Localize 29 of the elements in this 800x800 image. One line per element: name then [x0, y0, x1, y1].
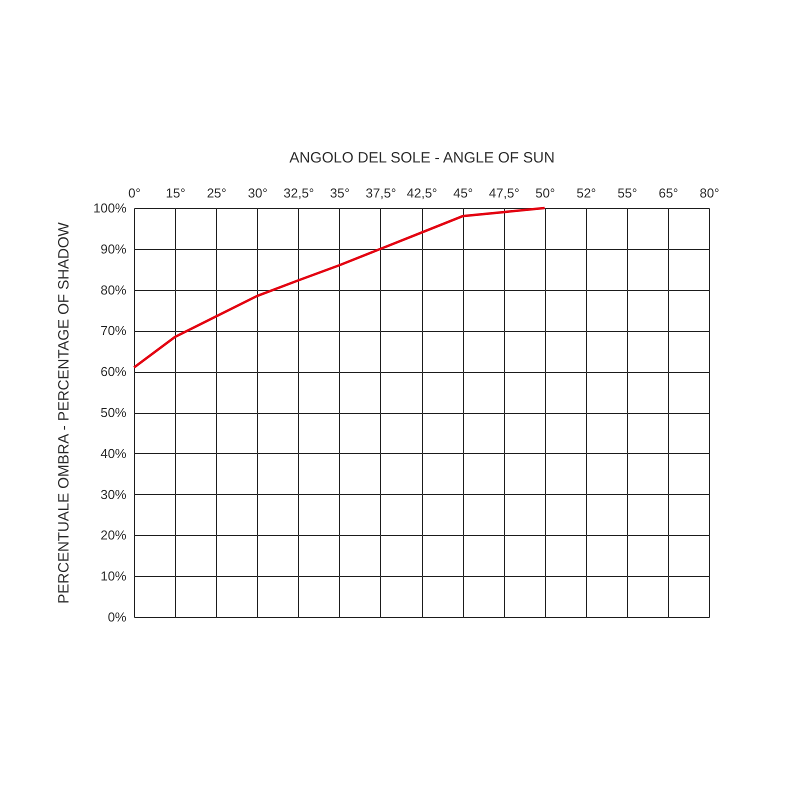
x-tick-label: 47,5° [488, 186, 520, 200]
y-tick-label: 30% [100, 486, 127, 502]
y-tick-label: 100% [93, 200, 127, 216]
line-series [132, 206, 546, 369]
x-tick-label: 65° [658, 186, 678, 200]
x-tick-label: 35° [330, 186, 350, 200]
y-tick-label: 60% [100, 364, 127, 380]
x-tick-label: 42,5° [406, 186, 438, 200]
y-tick-label: 90% [100, 241, 127, 256]
x-tick-label: 50° [535, 186, 556, 200]
y-tick-label: 20% [100, 528, 127, 543]
x-tick-label: 55° [618, 186, 638, 200]
y-tick-label: 80% [100, 282, 127, 298]
x-tick-label: 0° [128, 186, 141, 200]
x-tick-label: 15° [166, 186, 186, 200]
y-tick-label: 70% [100, 323, 127, 338]
x-tick-label: 45° [453, 186, 473, 200]
x-tick-label: 52° [576, 186, 596, 200]
x-tick-label: 25° [206, 186, 226, 200]
x-tick-label: 80° [700, 186, 720, 200]
y-axis-title: PERCENTUALE OMBRA - PERCENTAGE OF SHADOW [55, 221, 72, 604]
x-tick-label: 37,5° [366, 186, 396, 200]
x-axis-title: ANGOLO DEL SOLE - ANGLE OF SUN [289, 150, 555, 166]
x-tick-label: 30° [248, 186, 268, 200]
y-tick-label: 50% [100, 405, 127, 420]
y-tick-label: 40% [100, 446, 127, 461]
y-tick-label: 10% [100, 568, 127, 584]
x-tick-label: 32,5° [284, 186, 314, 200]
y-tick-label: 0% [108, 610, 127, 624]
